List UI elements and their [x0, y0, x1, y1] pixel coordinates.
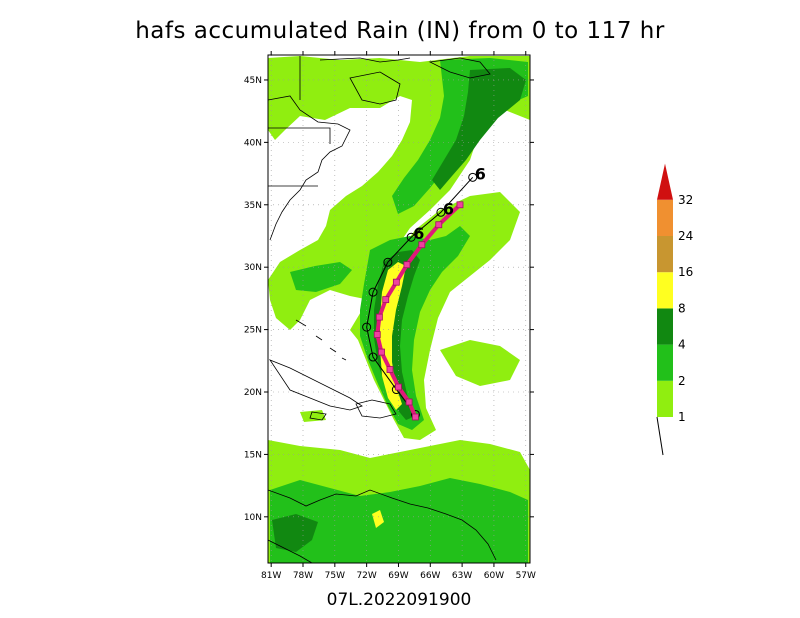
forecast-track-point	[378, 348, 385, 356]
lat-tick-label: 20N	[244, 388, 262, 398]
colorbar-label: 16	[678, 265, 693, 279]
colorbar-label: 8	[678, 301, 686, 315]
lon-tick-label: 57W	[516, 571, 536, 581]
observed-track-markers	[362, 172, 478, 419]
coastlines	[268, 56, 497, 563]
observed-track-point	[406, 232, 416, 242]
forecast-track-point	[435, 221, 443, 229]
forecast-track-point	[412, 413, 419, 421]
observed-track	[366, 176, 474, 415]
observed-track-point	[368, 287, 378, 297]
lat-tick-label: 35N	[244, 201, 262, 211]
map-frame	[267, 54, 531, 564]
colorbar-tail	[656, 416, 664, 456]
forecast-track-point	[403, 261, 411, 269]
observed-track-point	[383, 257, 393, 267]
colorbar-label: 1	[678, 410, 686, 424]
lat-tick-label: 10N	[244, 513, 262, 523]
lat-tick-label: 45N	[244, 76, 262, 86]
lon-tick-label: 75W	[325, 571, 345, 581]
hurricane-symbol: 6	[413, 224, 424, 243]
lon-tick-label: 66W	[420, 571, 440, 581]
lat-tick-label: 30N	[244, 263, 262, 273]
observed-track-point	[368, 352, 378, 362]
hurricane-symbol: 6	[443, 199, 454, 218]
forecast-track-point	[392, 278, 400, 286]
lon-tick-label: 60W	[484, 571, 504, 581]
colorbar-segment	[657, 308, 673, 345]
lon-tick-label: 72W	[356, 571, 376, 581]
hurricane-symbols: 666	[413, 164, 486, 243]
rain-region-medium	[290, 262, 352, 292]
rain-field: 666	[268, 55, 530, 563]
colorbar-segment	[657, 344, 673, 381]
hurricane-symbol: 6	[475, 164, 486, 183]
lon-tick-label: 63W	[452, 571, 472, 581]
rain-region-dark	[272, 514, 318, 552]
forecast-track-markers	[373, 201, 464, 421]
longitude-axis: 81W 78W 75W 72W 69W 66W 63W 60W 57W	[261, 51, 536, 581]
lat-tick-label: 25N	[244, 326, 262, 336]
forecast-track-point	[456, 201, 464, 209]
rain-region-light	[440, 340, 520, 386]
colorbar-label: 32	[678, 193, 693, 207]
forecast-track-point	[373, 331, 381, 338]
lat-tick-label: 15N	[244, 450, 262, 460]
forecast-track-point	[375, 313, 383, 321]
forecast-track-point	[395, 383, 402, 391]
colorbar-segment	[657, 380, 673, 417]
lon-tick-label: 78W	[293, 571, 313, 581]
forecast-track-point	[386, 366, 394, 373]
rain-region-medium	[270, 478, 528, 563]
colorbar-segment	[657, 236, 673, 273]
colorbar-label: 4	[678, 338, 686, 352]
forecast-track-point	[418, 241, 426, 249]
storm-id-footer: 07L.2022091900	[326, 590, 472, 610]
observed-track-point	[436, 207, 446, 217]
observed-track-point	[362, 322, 372, 332]
gridlines	[268, 55, 530, 563]
forecast-track-point	[382, 296, 390, 304]
observed-track-point	[468, 172, 478, 182]
colorbar-label: 2	[678, 374, 686, 388]
map-title: hafs accumulated Rain (IN) from 0 to 117…	[135, 18, 665, 44]
colorbar-segment	[657, 272, 673, 309]
lat-tick-label: 40N	[244, 138, 262, 148]
colorbar-label: 24	[678, 229, 693, 243]
rain-region-yellow	[372, 510, 384, 528]
latitude-axis: 45N 40N 35N 30N 25N 20N 15N 10N	[244, 76, 534, 523]
lon-tick-label: 69W	[388, 571, 408, 581]
colorbar-segment	[657, 199, 673, 236]
colorbar-arrow	[657, 163, 673, 200]
lon-tick-label: 81W	[261, 571, 281, 581]
rain-region-dark	[432, 68, 526, 190]
forecast-track-point	[405, 398, 413, 406]
